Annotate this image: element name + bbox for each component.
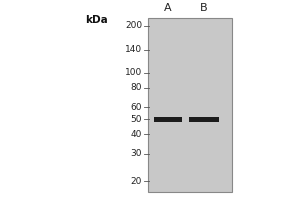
Bar bbox=[148, 18, 232, 192]
Text: kDa: kDa bbox=[85, 15, 108, 25]
Text: B: B bbox=[200, 3, 208, 13]
Text: 20: 20 bbox=[130, 177, 142, 186]
Bar bbox=[154, 117, 182, 122]
Text: 100: 100 bbox=[125, 68, 142, 77]
Text: 200: 200 bbox=[125, 21, 142, 30]
Text: A: A bbox=[164, 3, 172, 13]
Text: 40: 40 bbox=[130, 130, 142, 139]
Text: 60: 60 bbox=[130, 103, 142, 112]
Text: 80: 80 bbox=[130, 83, 142, 92]
Text: 50: 50 bbox=[130, 115, 142, 124]
Text: 140: 140 bbox=[125, 45, 142, 54]
Text: 30: 30 bbox=[130, 149, 142, 158]
Bar bbox=[189, 117, 219, 122]
